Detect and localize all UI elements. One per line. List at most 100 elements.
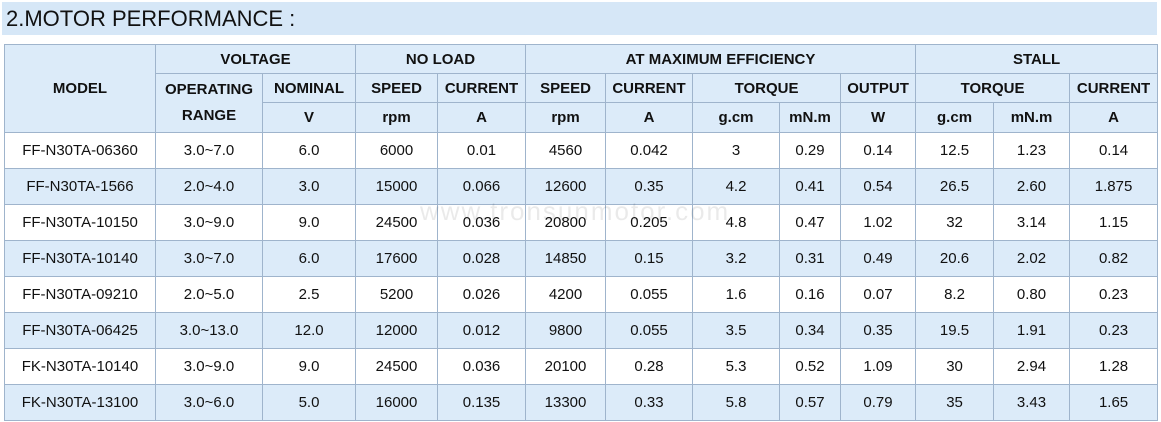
table-cell: 9.0: [262, 204, 356, 241]
table-cell: 3.2: [692, 240, 781, 277]
table-cell: 0.14: [840, 132, 917, 169]
table-cell: 0.28: [605, 348, 694, 385]
table-cell: 5.3: [692, 348, 781, 385]
table-cell: 1.02: [840, 204, 917, 241]
header-cell: OPERATING RANGE: [155, 73, 263, 133]
watermark: www.tronsunmotor.com: [420, 196, 731, 226]
unit-cell: g.cm: [692, 102, 781, 133]
table-cell: 6.0: [262, 132, 356, 169]
table-cell: 1.28: [1069, 348, 1159, 385]
table-cell: 2.60: [993, 168, 1071, 205]
table-cell: 4.8: [692, 204, 781, 241]
table-cell: 2.0~4.0: [155, 168, 263, 205]
table-cell: 0.29: [779, 132, 842, 169]
header-cell: CURRENT: [1069, 73, 1159, 103]
table-cell: FK-N30TA-13100: [4, 384, 156, 421]
table-cell: 12000: [355, 312, 438, 349]
table-cell: 4.2: [692, 168, 781, 205]
table-cell: 0.135: [436, 384, 527, 421]
table-row: FF-N30TA-10140 3.0~7.0 6.0 17600 0.028 14850 0…: [4, 240, 1159, 277]
performance-table: MODEL VOLTAGE NO LOAD AT MAXIMUM EFFICIE…: [4, 44, 1159, 421]
table-cell: 17600: [355, 240, 438, 277]
table-row: FF-N30TA-06425 3.0~13.0 12.0 12000 0.012 9800…: [4, 312, 1159, 349]
header-cell: VOLTAGE: [155, 44, 356, 74]
table-cell: 5.8: [692, 384, 781, 421]
table-cell: 0.23: [1069, 312, 1159, 349]
table-cell: 26.5: [915, 168, 995, 205]
table-row: FF-N30TA-06360 3.0~7.0 6.0 6000 0.01 4560 0.04…: [4, 132, 1159, 169]
table-cell: 2.02: [993, 240, 1071, 277]
table-cell: 1.15: [1069, 204, 1159, 241]
table-cell: 0.205: [605, 204, 694, 241]
table-cell: 13300: [525, 384, 607, 421]
table-row: FF-N30TA-09210 2.0~5.0 2.5 5200 0.026 4200 0.0…: [4, 276, 1159, 313]
table-cell: 3.5: [692, 312, 781, 349]
table-cell: 12.5: [915, 132, 995, 169]
unit-cell: A: [1069, 102, 1159, 133]
table-cell: 0.23: [1069, 276, 1159, 313]
table-cell: FF-N30TA-09210: [4, 276, 156, 313]
header-cell: STALL: [915, 44, 1159, 74]
table-cell: 3.0~9.0: [155, 348, 263, 385]
table-cell: 0.54: [840, 168, 917, 205]
table-cell: 14850: [525, 240, 607, 277]
table-cell: 0.52: [779, 348, 842, 385]
table-cell: 4560: [525, 132, 607, 169]
table-cell: 5.0: [262, 384, 356, 421]
table-cell: 3.0~7.0: [155, 240, 263, 277]
table-cell: FF-N30TA-06360: [4, 132, 156, 169]
table-cell: 1.09: [840, 348, 917, 385]
table-cell: 32: [915, 204, 995, 241]
table-cell: 0.055: [605, 312, 694, 349]
table-cell: 0.57: [779, 384, 842, 421]
table-cell: 1.6: [692, 276, 781, 313]
unit-cell: rpm: [355, 102, 438, 133]
table-cell: 20100: [525, 348, 607, 385]
header-cell: SPEED: [525, 73, 607, 103]
table-cell: 30: [915, 348, 995, 385]
table-cell: FF-N30TA-06425: [4, 312, 156, 349]
table-cell: 24500: [355, 204, 438, 241]
unit-cell: g.cm: [915, 102, 995, 133]
table-cell: 0.16: [779, 276, 842, 313]
table-cell: 0.01: [436, 132, 527, 169]
table-cell: 3.43: [993, 384, 1071, 421]
header-cell: NOMINAL: [262, 73, 356, 103]
table-cell: 12.0: [262, 312, 356, 349]
table-cell: 9800: [525, 312, 607, 349]
unit-cell: V: [262, 102, 356, 133]
table-cell: 6000: [355, 132, 438, 169]
table-cell: 0.036: [436, 348, 527, 385]
header-cell: CURRENT: [605, 73, 694, 103]
table-cell: 0.028: [436, 240, 527, 277]
table-cell: 0.82: [1069, 240, 1159, 277]
table-cell: 0.026: [436, 276, 527, 313]
table-cell: 0.31: [779, 240, 842, 277]
table-cell: 0.012: [436, 312, 527, 349]
table-row: FK-N30TA-13100 3.0~6.0 5.0 16000 0.135 13300 0…: [4, 384, 1159, 421]
unit-cell: mN.m: [779, 102, 842, 133]
table-cell: 19.5: [915, 312, 995, 349]
table-cell: 3.0~6.0: [155, 384, 263, 421]
table-cell: 3.0~13.0: [155, 312, 263, 349]
table-cell: 0.15: [605, 240, 694, 277]
table-cell: 0.33: [605, 384, 694, 421]
table-cell: 1.23: [993, 132, 1071, 169]
table-cell: 0.80: [993, 276, 1071, 313]
header-cell: TORQUE: [692, 73, 842, 103]
header-cell: AT MAXIMUM EFFICIENCY: [525, 44, 917, 74]
table-cell: 6.0: [262, 240, 356, 277]
table-cell: 0.07: [840, 276, 917, 313]
table-cell: 1.65: [1069, 384, 1159, 421]
table-cell: 2.94: [993, 348, 1071, 385]
table-cell: 0.49: [840, 240, 917, 277]
table-cell: 1.875: [1069, 168, 1159, 205]
table-cell: 0.47: [779, 204, 842, 241]
table-cell: FF-N30TA-10140: [4, 240, 156, 277]
table-cell: 0.35: [840, 312, 917, 349]
unit-cell: mN.m: [993, 102, 1071, 133]
header-cell: CURRENT: [436, 73, 527, 103]
header-cell: MODEL: [4, 44, 156, 133]
table-row: FF-N30TA-1566 2.0~4.0 3.0 15000 0.066 12600 0.…: [4, 168, 1159, 205]
